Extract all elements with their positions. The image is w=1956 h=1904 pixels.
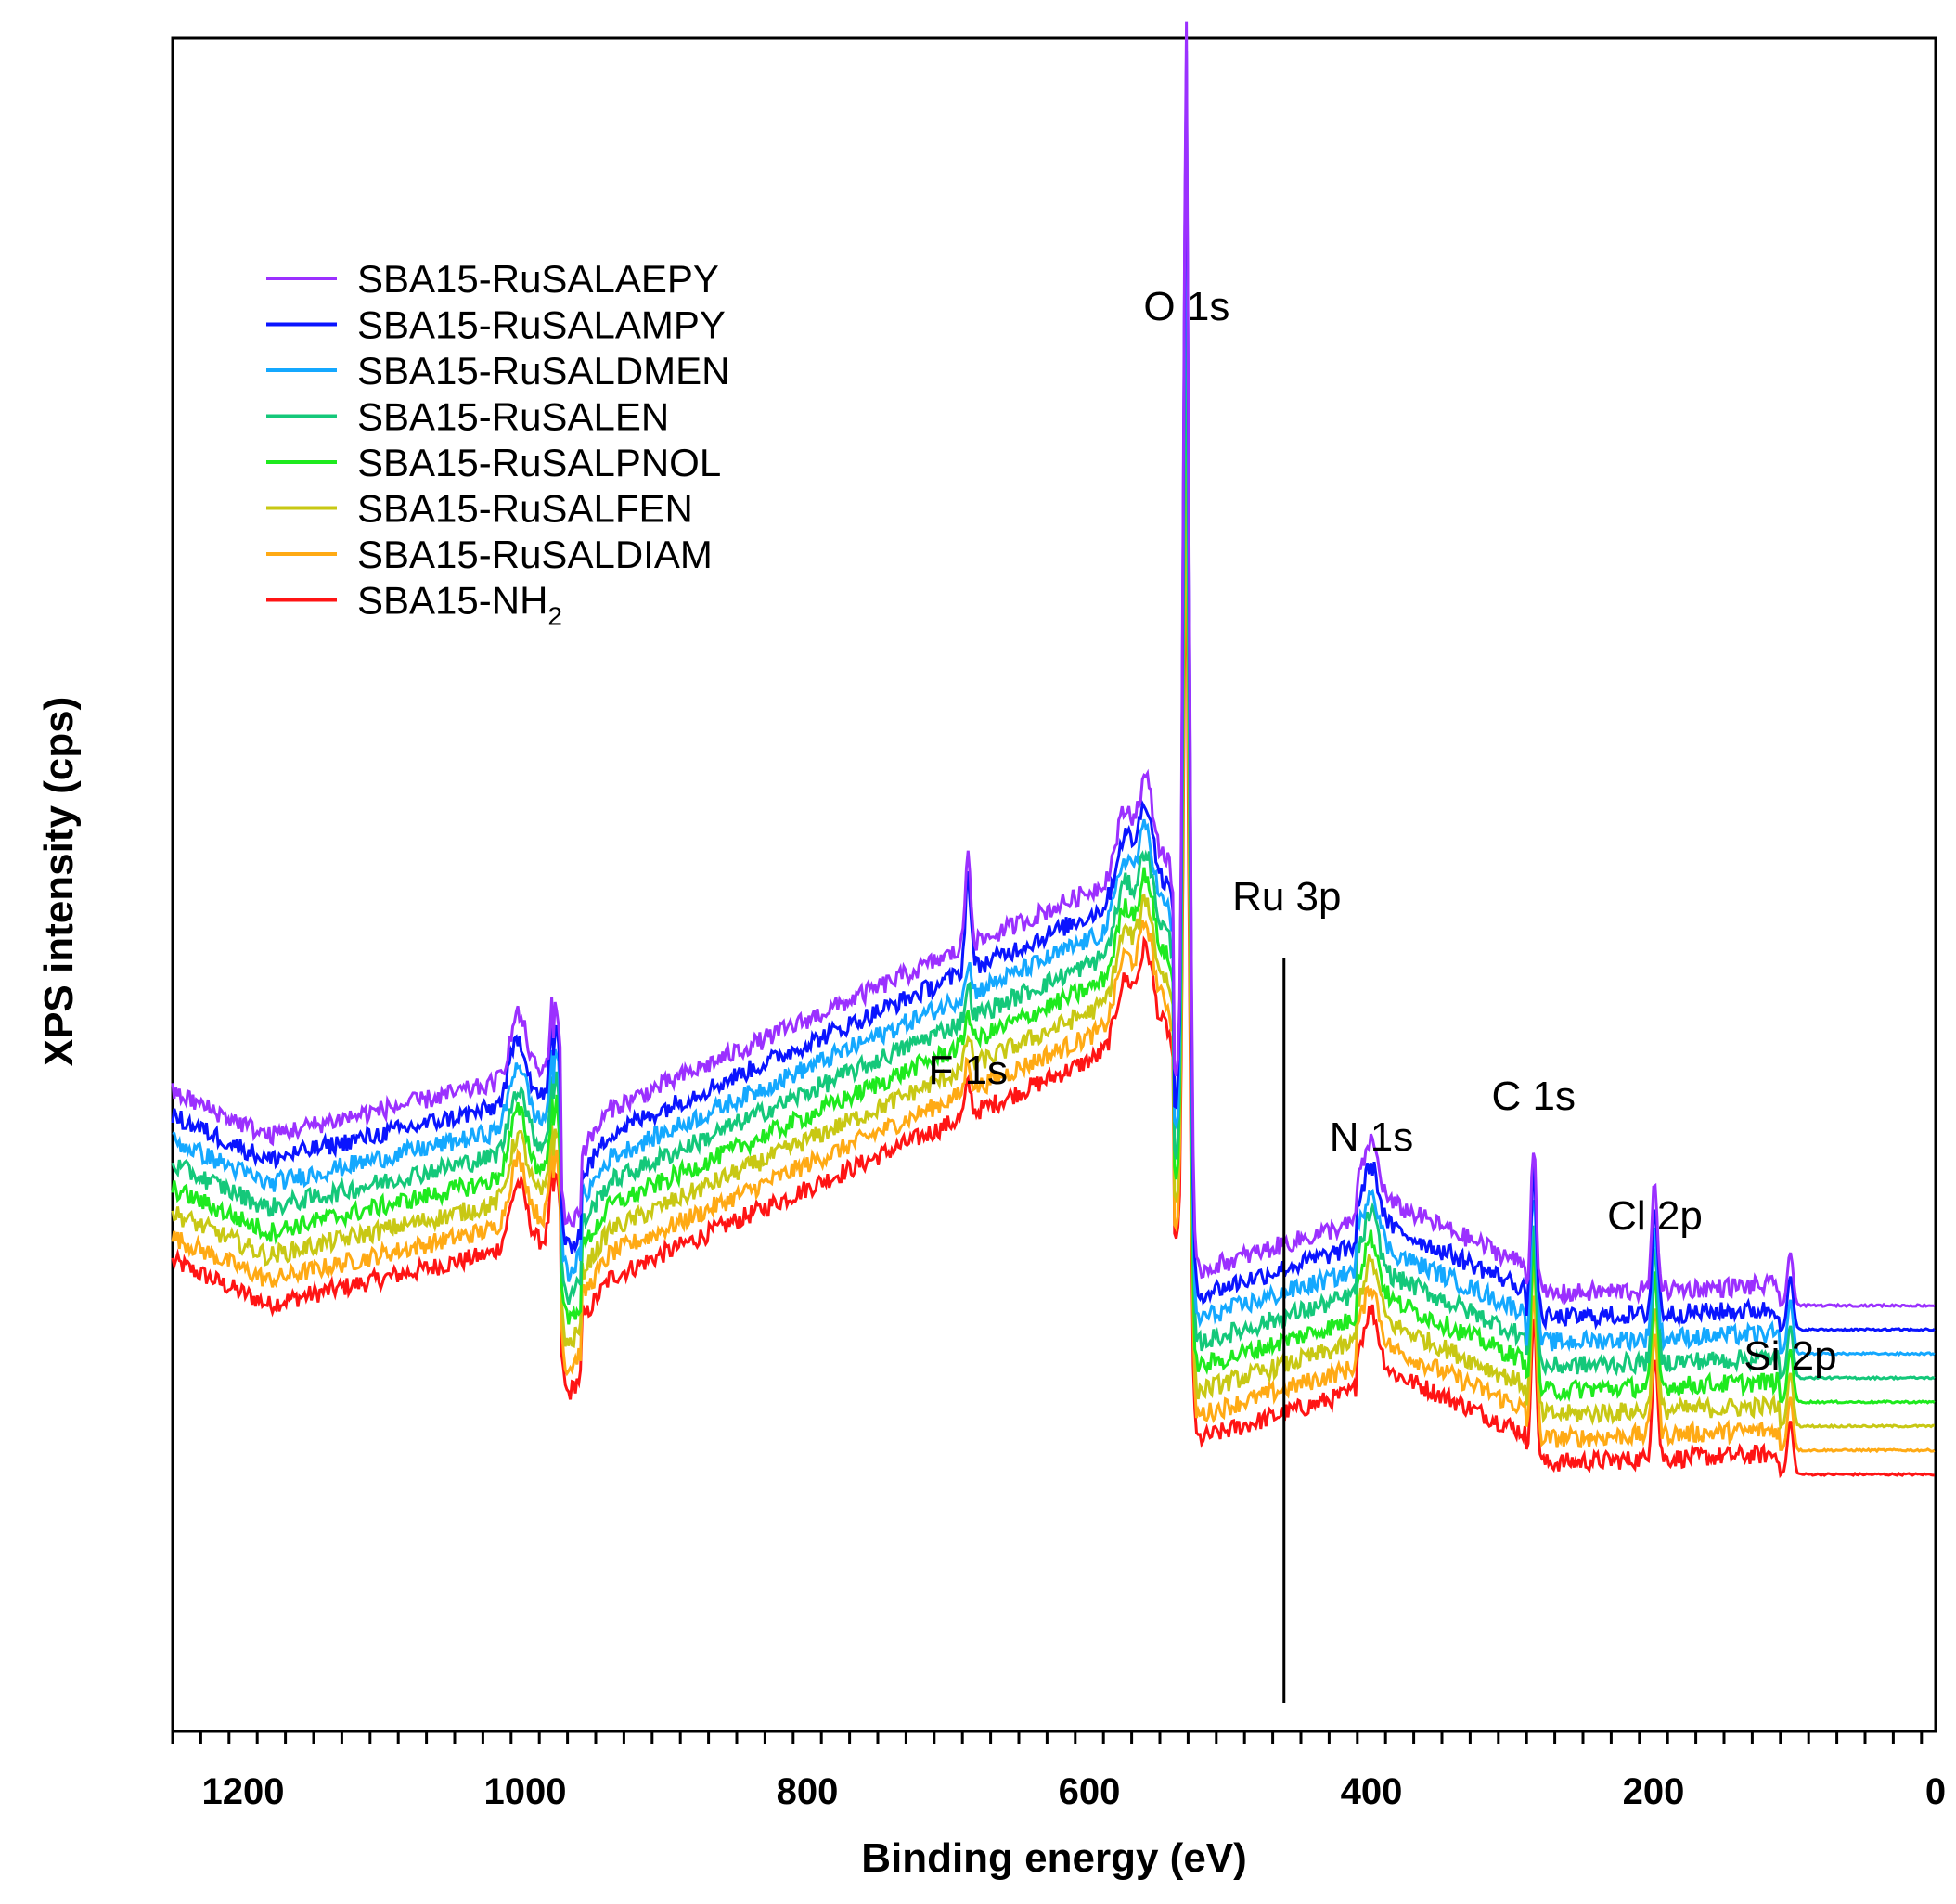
series-line [171, 271, 1936, 1405]
plot-frame [171, 36, 1937, 1733]
legend-label: SBA15-RuSALEN [357, 395, 669, 439]
legend-label: SBA15-RuSALPNOL [357, 441, 721, 484]
peak-label: F 1s [928, 1048, 1008, 1093]
x-tick-label: 800 [777, 1771, 839, 1812]
x-tick-label: 400 [1341, 1771, 1403, 1812]
legend: SBA15-RuSALAEPYSBA15-RuSALAMPYSBA15-RuSA… [266, 257, 729, 631]
series-line [171, 428, 1936, 1454]
x-axis-title: Binding energy (eV) [861, 1835, 1247, 1881]
peak-label: N 1s [1330, 1114, 1413, 1160]
x-axis-ticks: 1200 1000 800 600 400 200 0 [171, 1731, 1946, 1812]
legend-subscript: 2 [547, 602, 562, 631]
series-line [172, 127, 1936, 1357]
peak-labels-group: O 1s F 1s Ru 3p N 1s C 1s Cl 2p Si 2p [928, 284, 1836, 1379]
x-tick-label: 1200 [202, 1771, 285, 1812]
series-line [171, 192, 1936, 1382]
series-line [171, 50, 1936, 1333]
x-tick-label: 600 [1059, 1771, 1121, 1812]
x-tick-label: 0 [1925, 1771, 1946, 1812]
y-axis-title: XPS intensity (cps) [36, 697, 82, 1067]
peak-label: Cl 2p [1607, 1193, 1703, 1239]
series-line [171, 488, 1935, 1479]
legend-label: SBA15-RuSALDIAM [357, 533, 713, 576]
peak-label: Ru 3p [1232, 874, 1341, 920]
legend-label: SBA15-RuSALAEPY [357, 257, 719, 301]
legend-label: SBA15-RuSALDMEN [357, 349, 729, 392]
legend-label: SBA15-RuSALAMPY [357, 303, 726, 347]
peak-label: Si 2p [1744, 1333, 1836, 1379]
legend-label: SBA15-NH2 [357, 579, 562, 631]
series-line [171, 337, 1935, 1432]
peak-label: C 1s [1492, 1074, 1576, 1119]
x-tick-label: 1000 [484, 1771, 567, 1812]
curves-group [171, 21, 1936, 1479]
peak-label: O 1s [1143, 284, 1229, 329]
legend-label: SBA15-RuSALFEN [357, 487, 693, 531]
series-line [171, 21, 1935, 1309]
x-tick-label: 200 [1623, 1771, 1685, 1812]
